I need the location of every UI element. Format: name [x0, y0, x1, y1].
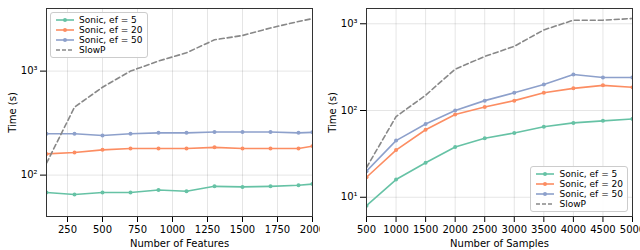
- svg-text:10¹: 10¹: [341, 191, 358, 202]
- svg-text:2000: 2000: [442, 224, 467, 235]
- svg-text:10²: 10²: [21, 169, 38, 180]
- html-text:Sonic, ef = 20: Sonic, ef = 20: [79, 25, 143, 35]
- svg-text:1750: 1750: [265, 224, 290, 235]
- svg-text:10³: 10³: [21, 65, 38, 76]
- svg-text:Time (s): Time (s): [7, 92, 18, 134]
- svg-text:5000: 5000: [620, 224, 640, 235]
- svg-text:3500: 3500: [531, 224, 556, 235]
- html-text:Sonic, ef = 5: Sonic, ef = 5: [79, 15, 137, 25]
- svg-text:500: 500: [93, 224, 112, 235]
- svg-text:3000: 3000: [502, 224, 527, 235]
- svg-text:Number of Features: Number of Features: [130, 238, 229, 249]
- html-text:Sonic, ef = 20: Sonic, ef = 20: [559, 179, 623, 189]
- svg-text:250: 250: [58, 224, 77, 235]
- svg-text:Time (s): Time (s): [327, 92, 338, 134]
- svg-text:1250: 1250: [195, 224, 220, 235]
- svg-text:1000: 1000: [383, 224, 408, 235]
- svg-text:10³: 10³: [341, 18, 358, 29]
- html-text:Sonic, ef = 50: Sonic, ef = 50: [79, 35, 143, 45]
- html-text:SlowP: SlowP: [79, 45, 106, 55]
- svg-text:750: 750: [128, 224, 147, 235]
- svg-text:2000: 2000: [300, 224, 320, 235]
- svg-text:4500: 4500: [590, 224, 615, 235]
- svg-text:1500: 1500: [413, 224, 438, 235]
- html-text:SlowP: SlowP: [559, 199, 586, 209]
- svg-text:2500: 2500: [472, 224, 497, 235]
- html-text:Sonic, ef = 50: Sonic, ef = 50: [559, 189, 623, 199]
- svg-text:10²: 10²: [341, 105, 358, 116]
- svg-text:4000: 4000: [561, 224, 586, 235]
- svg-text:500: 500: [357, 224, 376, 235]
- svg-text:Number of Samples: Number of Samples: [450, 238, 549, 249]
- html-text:Sonic, ef = 5: Sonic, ef = 5: [559, 169, 618, 179]
- svg-text:1500: 1500: [230, 224, 255, 235]
- svg-text:1000: 1000: [160, 224, 185, 235]
